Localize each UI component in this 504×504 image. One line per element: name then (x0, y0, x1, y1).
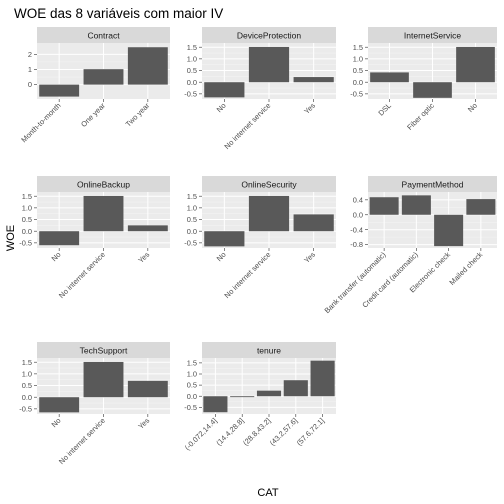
y-tick-label: 0.0 (187, 392, 197, 401)
panel-strip-label: OnlineBackup (77, 180, 130, 190)
y-tick-label: 1.0 (187, 203, 197, 212)
y-tick-label: 0.5 (187, 381, 197, 390)
bar-paymentmethod-2 (434, 214, 464, 247)
bar-tenure-4 (310, 360, 335, 397)
bar-tenure-0 (203, 396, 228, 413)
y-tick-label: 1.5 (187, 358, 197, 367)
chart-title: WOE das 8 variáveis com maior IV (14, 6, 223, 21)
bar-deviceprotection-1 (248, 46, 290, 83)
y-tick-label: 1 (28, 65, 32, 74)
bar-internetservice-1 (413, 82, 452, 98)
y-tick-label: -0.5 (350, 89, 363, 98)
bar-deviceprotection-2 (293, 77, 334, 83)
y-tick-label: 1.0 (187, 370, 197, 379)
y-tick-label: -0.5 (19, 404, 32, 413)
y-tick-label: 0.5 (187, 66, 197, 75)
y-tick-label: 0.5 (187, 215, 197, 224)
y-tick-label: 0 (28, 80, 32, 89)
bar-techsupport-1 (83, 361, 124, 398)
bar-onlinebackup-0 (39, 231, 80, 246)
bar-onlinebackup-1 (83, 195, 124, 232)
bar-internetservice-0 (370, 72, 409, 83)
y-tick-label: 0.0 (22, 393, 32, 402)
bar-contract-0 (39, 84, 80, 97)
panel-strip (202, 27, 336, 43)
y-tick-label: 1.0 (187, 54, 197, 63)
y-tick-label: 0.0 (353, 210, 363, 219)
y-tick-label: 1.5 (22, 358, 32, 367)
panel-strip-label: OnlineSecurity (241, 180, 297, 190)
bar-tenure-2 (256, 390, 282, 397)
y-tick-label: 1.5 (187, 192, 197, 201)
y-tick-label: 1.5 (353, 43, 363, 52)
y-tick-label: 1.0 (353, 54, 363, 63)
y-tick-label: 2 (28, 50, 32, 59)
y-tick-label: 0.5 (353, 66, 363, 75)
bar-contract-2 (127, 47, 168, 85)
panel-strip-label: tenure (257, 346, 281, 356)
y-tick-label: 0.4 (353, 195, 363, 204)
panel-strip (368, 27, 497, 43)
x-axis-title: CAT (257, 487, 278, 499)
bar-paymentmethod-0 (369, 197, 399, 215)
panel-strip (368, 176, 497, 192)
y-tick-label: -0.4 (350, 225, 363, 234)
panel-strip (202, 176, 336, 192)
bar-contract-1 (83, 69, 124, 85)
y-tick-label: 0.0 (187, 78, 197, 87)
bar-onlinebackup-2 (127, 225, 168, 232)
bar-paymentmethod-3 (466, 199, 496, 215)
bar-internetservice-2 (456, 46, 495, 83)
y-tick-label: 0.0 (22, 227, 32, 236)
y-axis-title: WOE (5, 225, 17, 251)
panel-strip-label: PaymentMethod (402, 180, 464, 190)
panel-strip (37, 176, 170, 192)
y-tick-label: -0.8 (350, 240, 363, 249)
y-tick-label: 1.0 (22, 369, 32, 378)
panel-strip-label: TechSupport (80, 346, 128, 356)
panel-strip (202, 342, 336, 358)
bar-onlinesecurity-0 (204, 231, 245, 247)
panel-strip (37, 342, 170, 358)
y-tick-label: 0.5 (22, 381, 32, 390)
bar-tenure-3 (283, 380, 308, 397)
bar-techsupport-2 (127, 380, 168, 398)
y-tick-label: -0.5 (19, 238, 32, 247)
bar-onlinesecurity-2 (293, 214, 334, 232)
panel-strip (37, 27, 170, 43)
y-tick-label: 1.0 (22, 203, 32, 212)
bar-techsupport-0 (39, 397, 80, 413)
y-tick-label: 0.0 (187, 227, 197, 236)
y-tick-label: -0.5 (184, 238, 197, 247)
y-tick-label: 1.5 (187, 43, 197, 52)
bar-onlinesecurity-1 (248, 195, 290, 232)
y-tick-label: 0.5 (22, 215, 32, 224)
bar-deviceprotection-0 (204, 82, 245, 98)
y-tick-label: 1.5 (22, 192, 32, 201)
panel-strip-label: DeviceProtection (237, 31, 302, 41)
y-tick-label: -0.5 (184, 89, 197, 98)
bar-tenure-1 (230, 396, 255, 398)
panel-strip-label: InternetService (404, 31, 461, 41)
bar-paymentmethod-1 (401, 195, 431, 215)
y-tick-label: -0.5 (184, 403, 197, 412)
y-tick-label: 0.0 (353, 78, 363, 87)
panel-strip-label: Contract (87, 31, 120, 41)
